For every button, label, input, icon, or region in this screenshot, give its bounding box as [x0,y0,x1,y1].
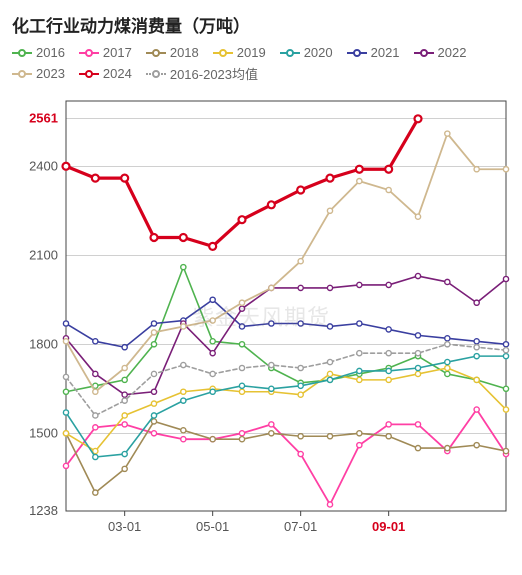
svg-text:2561: 2561 [29,111,58,126]
legend-swatch [12,47,32,59]
legend-swatch [146,68,166,80]
legend-item: 2017 [79,45,132,60]
legend-item: 2019 [213,45,266,60]
legend-label: 2022 [438,45,467,60]
legend-item: 2018 [146,45,199,60]
legend-label: 2019 [237,45,266,60]
svg-text:07-01: 07-01 [284,519,317,534]
svg-text:1800: 1800 [29,336,58,351]
legend-item: 2021 [347,45,400,60]
legend-swatch [213,47,233,59]
legend-item: 2023 [12,64,65,83]
legend-item: 2016 [12,45,65,60]
legend-swatch [414,47,434,59]
legend-swatch [79,68,99,80]
legend-swatch [79,47,99,59]
legend-swatch [280,47,300,59]
legend-label: 2023 [36,66,65,81]
legend-item: 2016-2023均值 [146,64,258,83]
svg-text:05-01: 05-01 [196,519,229,534]
chart-area: 1238 1500 1800 2100 2400 2561 03-01 05-01 07-01 0… [12,91,510,541]
svg-text:1238: 1238 [29,503,58,518]
legend-label: 2018 [170,45,199,60]
legend-label: 2017 [103,45,132,60]
legend-label: 2021 [371,45,400,60]
svg-text:2400: 2400 [29,158,58,173]
svg-text:1500: 1500 [29,425,58,440]
legend-item: 2020 [280,45,333,60]
legend-swatch [347,47,367,59]
legend-item: 2024 [79,64,132,83]
legend-label: 2016 [36,45,65,60]
svg-text:03-01: 03-01 [108,519,141,534]
legend-label: 2016-2023均值 [170,64,258,83]
legend-label: 2020 [304,45,333,60]
legend-swatch [146,47,166,59]
legend-label: 2024 [103,66,132,81]
chart-title: 化工行业动力煤消费量（万吨） [12,12,510,37]
legend-item: 2022 [414,45,467,60]
legend: 2016 2017 2018 2019 2020 2021 2022 2023 2024 2016… [12,45,510,83]
svg-text:09-01: 09-01 [372,519,405,534]
svg-text:2100: 2100 [29,247,58,262]
legend-swatch [12,68,32,80]
line-chart: 1238 1500 1800 2100 2400 2561 03-01 05-01 07-01 0… [12,91,510,541]
